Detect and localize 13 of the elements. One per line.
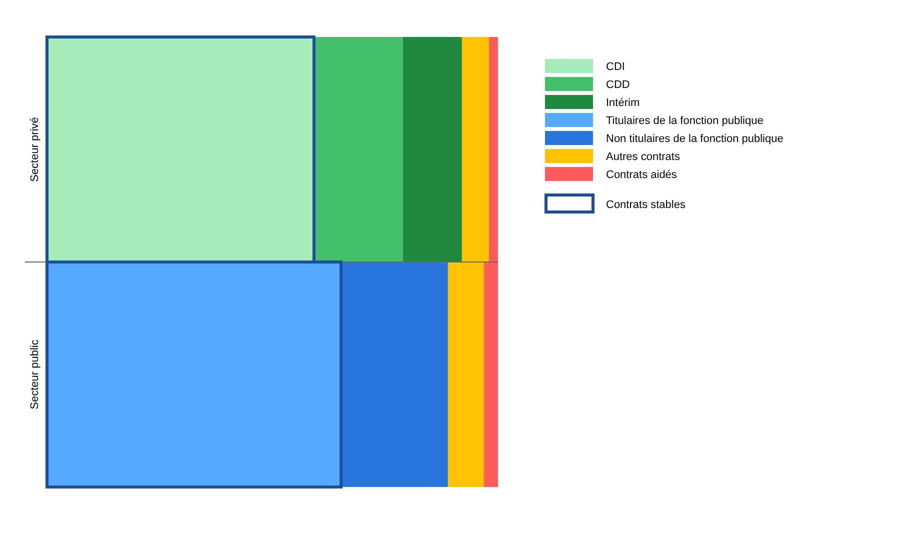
legend-label: Titulaires de la fonction publique (606, 115, 764, 127)
legend-label: Autres contrats (606, 151, 680, 163)
legend-label: Contrats aidés (606, 169, 678, 181)
y-tick-label: Secteur public (29, 339, 41, 410)
bar (314, 37, 403, 262)
legend-label: CDI (606, 61, 625, 73)
text: Contrats stables (606, 199, 686, 211)
legend-label: CDD (606, 79, 630, 91)
bar (341, 262, 448, 487)
bar (402, 37, 462, 262)
legend-label: Non titulaires de la fonction publique (606, 133, 784, 145)
legend-label: Intérim (606, 97, 640, 109)
y-tick-label: Secteur privé (29, 117, 41, 182)
